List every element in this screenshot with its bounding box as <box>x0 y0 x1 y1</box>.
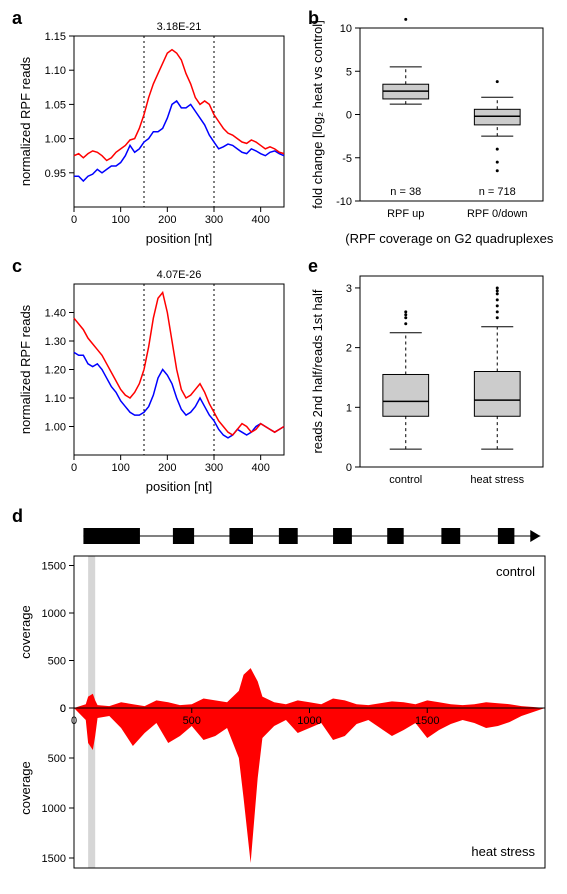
svg-text:reads 2nd half/reads 1st half: reads 2nd half/reads 1st half <box>310 289 325 453</box>
svg-text:n = 38: n = 38 <box>390 186 421 198</box>
svg-text:normalized RPF reads: normalized RPF reads <box>18 56 33 186</box>
svg-text:n = 718: n = 718 <box>479 186 516 198</box>
svg-text:coverage: coverage <box>18 605 33 658</box>
svg-text:1.05: 1.05 <box>45 99 66 111</box>
figure: a b c d e 3.18E-2101002003004000.951.001… <box>8 8 559 886</box>
svg-text:1.30: 1.30 <box>45 336 66 348</box>
svg-text:1.00: 1.00 <box>45 422 66 434</box>
svg-text:control: control <box>389 474 422 486</box>
svg-text:0: 0 <box>71 214 77 226</box>
svg-text:400: 400 <box>251 214 269 226</box>
svg-text:3.18E-21: 3.18E-21 <box>157 21 202 33</box>
svg-text:100: 100 <box>111 462 129 474</box>
svg-text:2: 2 <box>346 343 352 355</box>
svg-text:1.40: 1.40 <box>45 308 66 320</box>
svg-text:1.10: 1.10 <box>45 65 66 77</box>
panel-a-line-chart: 3.18E-21 0 100 200 300 400 0.95 1.00 1.05 1.10 1.1… <box>16 14 296 249</box>
svg-text:position [nt]: position [nt] <box>146 231 213 246</box>
svg-text:RPF up: RPF up <box>387 208 424 220</box>
svg-text:-10: -10 <box>336 196 352 208</box>
svg-text:1.20: 1.20 <box>45 365 66 377</box>
svg-text:0: 0 <box>71 462 77 474</box>
svg-text:1000: 1000 <box>297 715 321 727</box>
svg-text:1500: 1500 <box>42 853 66 865</box>
svg-text:300: 300 <box>205 214 223 226</box>
svg-text:1500: 1500 <box>42 561 66 573</box>
svg-text:1.15: 1.15 <box>45 31 66 43</box>
panel-b-boxplot: -10 -5 0 5 10 RPF up n = 38 RPF 0/down n = 718 fo… <box>308 14 553 249</box>
svg-text:1.10: 1.10 <box>45 393 66 405</box>
svg-text:normalized RPF reads: normalized RPF reads <box>18 304 33 434</box>
svg-text:500: 500 <box>183 715 201 727</box>
panel-d-coverage: 050010001500050010001500050010001500cont… <box>12 508 557 888</box>
svg-text:-5: -5 <box>342 153 352 165</box>
svg-text:heat stress: heat stress <box>471 844 535 859</box>
svg-text:4.07E-26: 4.07E-26 <box>157 269 202 281</box>
svg-text:400: 400 <box>251 462 269 474</box>
svg-text:3: 3 <box>346 283 352 295</box>
panel-c-line-chart: 4.07E-26 0 100 200 300 400 1.00 1.10 1.20 1.30 1.4… <box>16 262 296 497</box>
svg-text:300: 300 <box>205 462 223 474</box>
svg-text:0: 0 <box>71 715 77 727</box>
svg-text:10: 10 <box>340 23 352 35</box>
svg-text:(RPF coverage on G2 quadruplex: (RPF coverage on G2 quadruplexes) <box>345 231 553 246</box>
svg-text:0.95: 0.95 <box>45 168 66 180</box>
svg-text:heat stress: heat stress <box>470 474 524 486</box>
svg-text:500: 500 <box>48 656 66 668</box>
panel-e-boxplot: 0 1 2 3 control heat stress reads 2nd half/rea… <box>308 262 553 497</box>
svg-text:1500: 1500 <box>415 715 439 727</box>
svg-text:100: 100 <box>111 214 129 226</box>
svg-text:5: 5 <box>346 66 352 78</box>
svg-text:0: 0 <box>346 110 352 122</box>
svg-text:0: 0 <box>60 703 66 715</box>
svg-text:position [nt]: position [nt] <box>146 479 213 494</box>
svg-text:RPF 0/down: RPF 0/down <box>467 208 528 220</box>
svg-text:0: 0 <box>346 462 352 474</box>
svg-text:fold change [log₂ heat vs cont: fold change [log₂ heat vs control] <box>310 20 325 209</box>
svg-text:1: 1 <box>346 402 352 414</box>
svg-text:1.00: 1.00 <box>45 134 66 146</box>
svg-text:500: 500 <box>48 753 66 765</box>
svg-text:coverage: coverage <box>18 761 33 814</box>
svg-text:1000: 1000 <box>42 803 66 815</box>
svg-text:1000: 1000 <box>42 608 66 620</box>
svg-text:control: control <box>496 564 535 579</box>
svg-text:200: 200 <box>158 462 176 474</box>
svg-text:200: 200 <box>158 214 176 226</box>
